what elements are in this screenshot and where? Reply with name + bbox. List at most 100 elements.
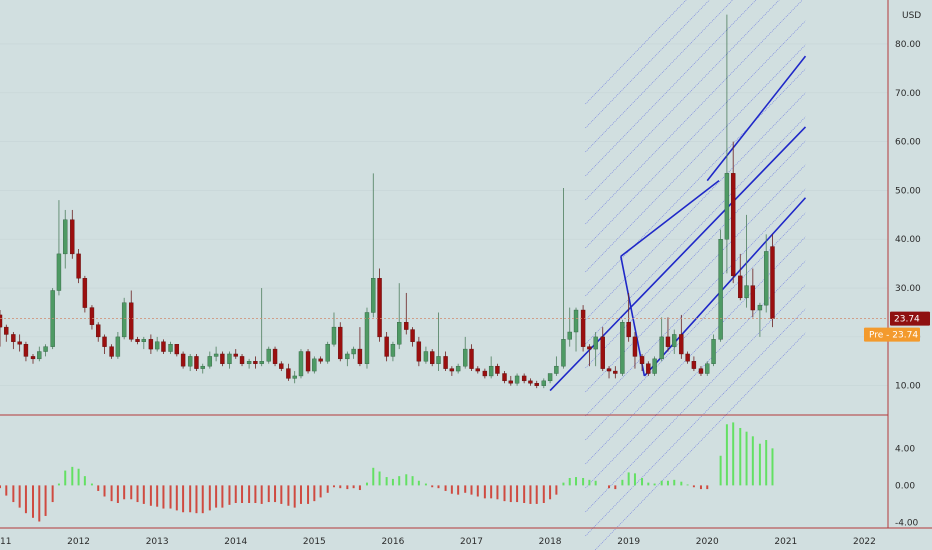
candle-body — [305, 351, 311, 372]
fan-line — [585, 212, 806, 441]
candle-body — [325, 344, 330, 362]
candle-body — [404, 322, 409, 330]
candle-body — [475, 368, 480, 372]
candle-body — [17, 341, 22, 345]
price-tick-label: 10.00 — [895, 382, 921, 392]
price-tags: 23.74 Pre - 23.74 — [864, 311, 930, 342]
candle-body — [573, 309, 579, 333]
fan-line — [585, 116, 806, 345]
time-axis: 2011 2012 2013 2014 2015 2016 2017 2018 2019 2020… — [0, 537, 876, 547]
channel-line — [549, 126, 807, 392]
candle-body — [397, 322, 402, 345]
fan-line — [585, 0, 803, 225]
candle-body — [534, 383, 539, 386]
trend-channel-drawings — [549, 0, 807, 550]
candle-body — [227, 353, 232, 364]
candle-body — [331, 326, 337, 345]
year-label: 2012 — [67, 537, 90, 547]
candle-body — [626, 322, 631, 338]
candle-body — [220, 353, 225, 364]
candle-body — [384, 336, 389, 357]
price-tick-label: 50.00 — [895, 186, 921, 196]
candle-body — [567, 331, 572, 340]
candle-body — [272, 348, 278, 364]
candle-body — [541, 380, 547, 386]
candle-body — [613, 370, 618, 374]
candle-body — [763, 251, 769, 306]
candle-body — [770, 246, 775, 319]
candle-body — [174, 344, 180, 355]
currency-label: USD — [902, 11, 921, 21]
candle-body — [659, 336, 664, 360]
candle-body — [121, 302, 127, 338]
candle-body — [639, 356, 645, 364]
candle-body — [37, 351, 42, 360]
year-label: 2018 — [539, 537, 562, 547]
oscillator-tick-label: -4.00 — [895, 518, 919, 528]
fan-line — [585, 44, 806, 273]
candle-body — [89, 307, 95, 325]
candle-body — [82, 278, 88, 308]
candle-body — [318, 358, 323, 362]
candle-body — [711, 339, 716, 364]
candle-body — [168, 344, 173, 352]
candle-body — [338, 326, 343, 360]
candle-body — [488, 365, 494, 377]
candle-body — [141, 339, 147, 342]
candle-body — [423, 351, 429, 362]
fan-line — [585, 188, 806, 417]
candle-body — [691, 361, 697, 369]
candle-body — [233, 353, 238, 357]
candle-body — [632, 336, 638, 357]
candle-body — [109, 346, 114, 357]
candle-body — [129, 302, 134, 340]
candle-body — [246, 361, 252, 364]
candle-body — [115, 336, 121, 357]
candle-body — [63, 219, 68, 255]
candle-body — [200, 365, 205, 369]
fan-line — [585, 0, 757, 177]
candle-body — [593, 336, 598, 350]
candle-body — [76, 253, 81, 279]
candle-body — [357, 348, 363, 364]
candle-body — [455, 365, 461, 372]
candle-body — [102, 336, 107, 347]
candle-body — [718, 239, 723, 340]
candle-body — [463, 348, 468, 367]
candle-body — [744, 285, 749, 299]
candle-body — [4, 326, 9, 335]
price-tick-label: 30.00 — [895, 284, 921, 294]
candle-body — [724, 173, 730, 240]
fan-line — [585, 260, 806, 489]
candle-body — [187, 356, 193, 367]
candle-body — [298, 351, 304, 377]
candle-body — [0, 314, 3, 328]
fan-line — [594, 332, 806, 550]
candle-body — [665, 336, 671, 347]
channel-line — [643, 197, 807, 377]
candle-body — [70, 219, 75, 255]
candle-body — [528, 380, 533, 384]
candle-body — [672, 334, 677, 347]
candle-body — [11, 334, 16, 342]
year-label: 2011 — [0, 537, 11, 547]
fan-line — [585, 236, 806, 465]
candle-body — [364, 312, 370, 364]
candle-body — [469, 348, 474, 369]
last-price-tag-label: 23.74 — [894, 315, 920, 325]
candle-body — [705, 363, 710, 374]
candle-body — [410, 329, 415, 342]
candle-body — [750, 285, 756, 311]
candle-body — [135, 339, 140, 342]
fan-line — [585, 0, 780, 201]
year-label: 2015 — [303, 537, 326, 547]
year-label: 2021 — [774, 537, 797, 547]
candle-body — [56, 253, 62, 291]
candle-body — [416, 341, 422, 362]
candle-body — [620, 322, 625, 374]
candle-body — [213, 353, 219, 357]
candle-body — [253, 361, 258, 364]
candle-body — [30, 356, 36, 360]
